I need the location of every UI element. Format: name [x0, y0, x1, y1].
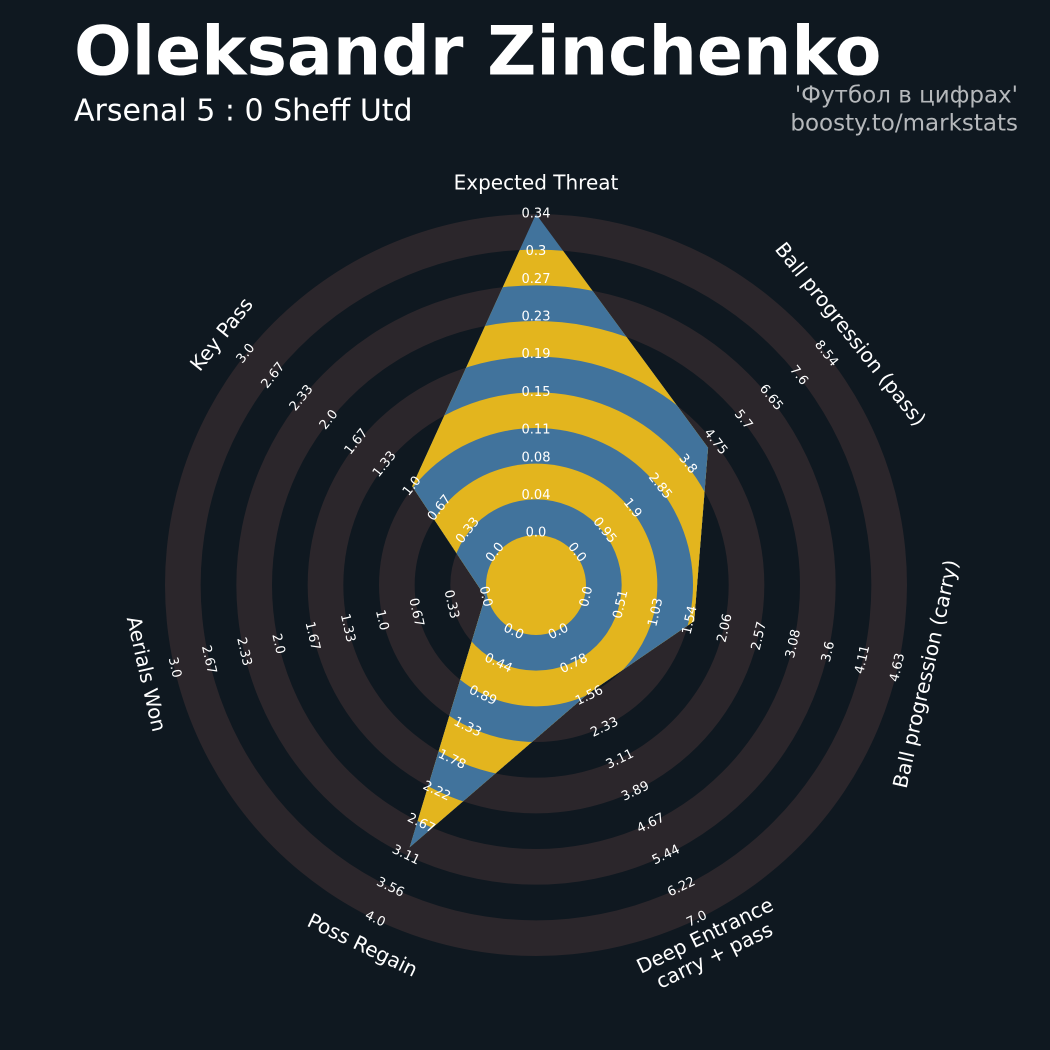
tick-label: 4.63 [887, 652, 908, 684]
chart-subtitle: Arsenal 5 : 0 Sheff Utd [74, 94, 413, 129]
tick-label: 1.33 [337, 612, 358, 644]
tick-label: 2.67 [198, 644, 219, 676]
tick-label: 3.6 [819, 640, 838, 664]
tick-label: 1.67 [302, 620, 323, 652]
tick-label: 2.0 [268, 632, 287, 656]
axis-label: Expected Threat [454, 171, 619, 195]
tick-label: 0.11 [522, 422, 551, 437]
credit: 'Футбол в цифрах' [795, 83, 1018, 109]
tick-label: 0.67 [405, 597, 426, 629]
tick-label: 3.0 [165, 656, 184, 680]
credit: boosty.to/markstats [790, 111, 1018, 137]
tick-label: 0.51 [610, 589, 631, 621]
tick-label: 0.0 [526, 526, 547, 541]
tick-label: 0.33 [441, 589, 462, 621]
tick-label: 0.08 [522, 450, 551, 465]
tick-label: 0.0 [577, 585, 596, 609]
tick-label: 1.03 [645, 597, 666, 629]
tick-label: 0.15 [522, 385, 551, 400]
tick-label: 1.54 [680, 604, 701, 636]
tick-label: 2.57 [749, 620, 770, 652]
tick-label: 0.23 [522, 310, 551, 325]
tick-label: 1.0 [372, 608, 391, 632]
tick-label: 2.33 [233, 636, 254, 668]
tick-label: 0.27 [522, 272, 551, 287]
tick-label: 3.08 [783, 628, 804, 660]
tick-label: 0.19 [522, 347, 551, 362]
tick-label: 2.06 [715, 612, 736, 644]
tick-label: 0.34 [522, 207, 551, 222]
tick-label: 0.0 [476, 585, 495, 609]
chart-title: Oleksandr Zinchenko [74, 13, 882, 92]
center-circle [486, 535, 586, 635]
tick-label: 0.04 [522, 488, 551, 503]
tick-label: 0.3 [526, 244, 547, 259]
tick-label: 4.11 [852, 644, 873, 676]
